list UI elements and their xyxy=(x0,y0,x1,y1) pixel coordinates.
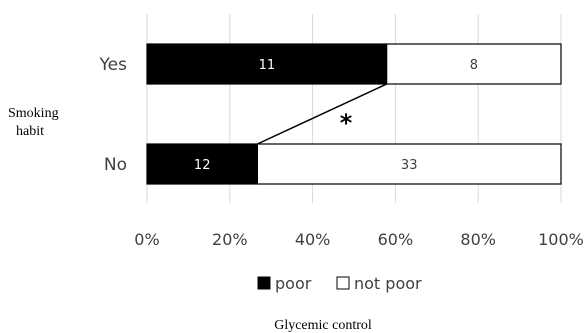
category-label-yes: Yes xyxy=(99,55,128,75)
significance-asterisk: * xyxy=(340,109,353,137)
legend: poor not poor xyxy=(257,274,422,293)
significance-connector xyxy=(257,83,387,145)
bar-yes-poor xyxy=(146,43,388,85)
x-axis-label: Glycemic control xyxy=(274,318,372,333)
y-axis-label-line-1: Smoking xyxy=(8,106,59,121)
bar-no-not-poor xyxy=(256,143,562,185)
y-axis-label-line-2: habit xyxy=(16,124,44,139)
x-tick-label: 80% xyxy=(460,230,496,249)
x-tick-label: 20% xyxy=(212,230,248,249)
legend-label-poor: poor xyxy=(275,274,312,293)
data-label: 12 xyxy=(194,158,211,173)
legend-swatch-poor xyxy=(257,276,271,290)
data-label: 11 xyxy=(259,58,276,73)
data-label: 33 xyxy=(401,158,418,173)
x-tick-label: 100% xyxy=(538,230,584,249)
x-tick-label: 60% xyxy=(378,230,414,249)
bars: 11 8 12 33 xyxy=(146,43,562,185)
data-label: 8 xyxy=(470,58,478,73)
category-label-no: No xyxy=(104,155,127,175)
legend-label-not-poor: not poor xyxy=(354,274,422,293)
category-labels: Yes No xyxy=(99,55,128,175)
bar-yes-not-poor xyxy=(386,43,562,85)
x-tick-label: 0% xyxy=(134,230,159,249)
x-tick-label: 40% xyxy=(295,230,331,249)
legend-swatch-not-poor xyxy=(336,276,350,290)
x-tick-labels: 0% 20% 40% 60% 80% 100% xyxy=(134,230,584,249)
